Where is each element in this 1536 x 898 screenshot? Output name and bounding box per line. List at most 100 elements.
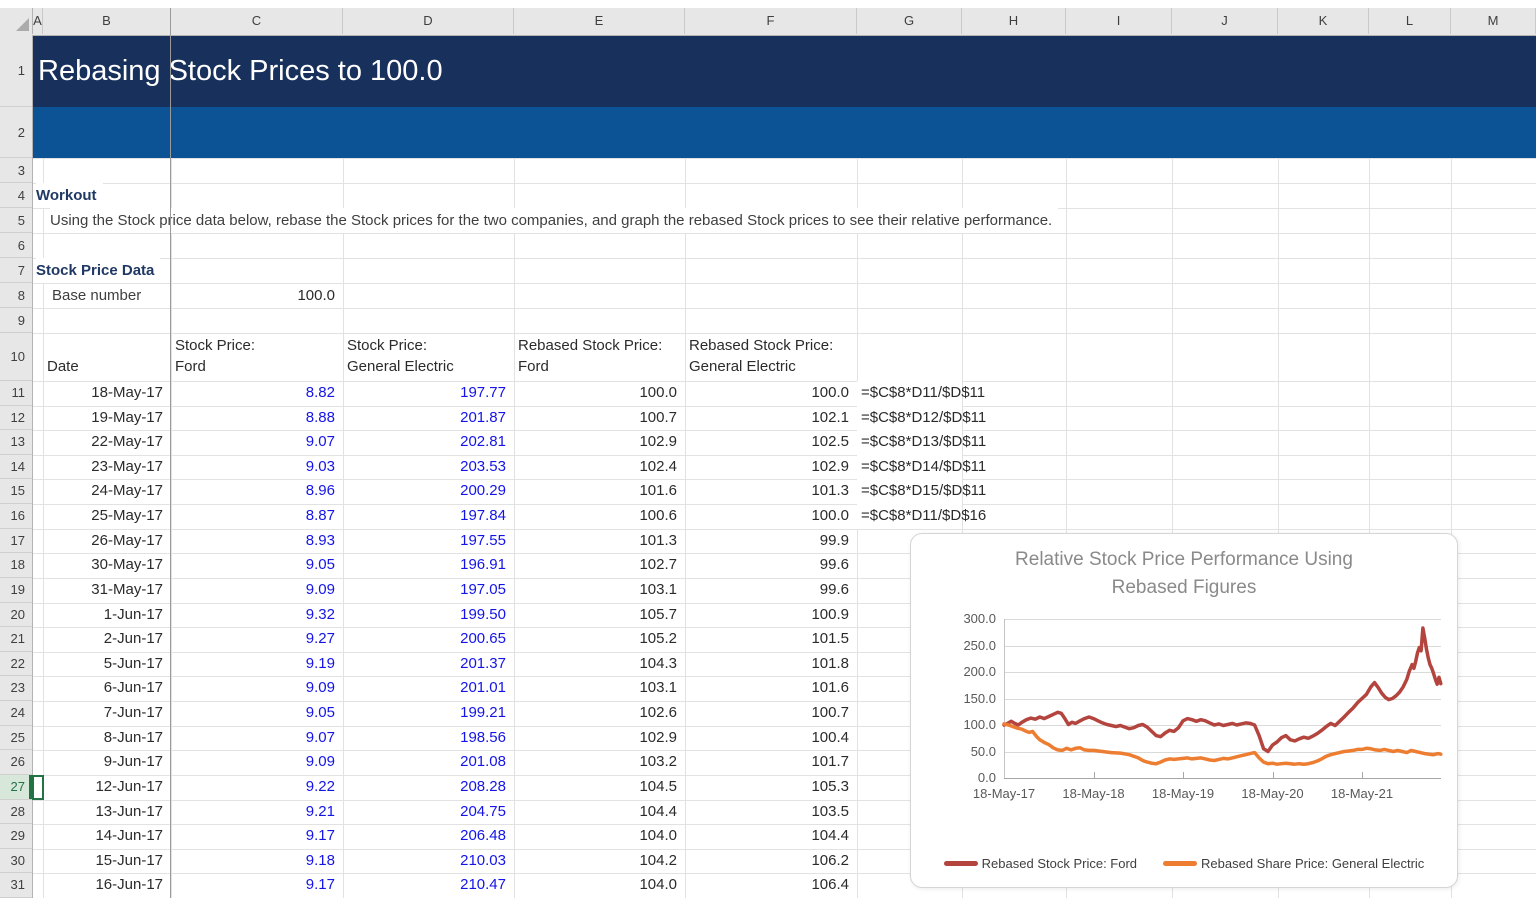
row-header-19[interactable]: 19 [0,578,32,603]
series-line-ge[interactable] [1002,722,1443,766]
formula-cell-G15[interactable]: =$C$8*D15/$D$11 [857,479,986,505]
row-header-12[interactable]: 12 [0,406,32,431]
formula-cell-G11[interactable]: =$C$8*D11/$D$11 [857,381,985,406]
active-cell-A27[interactable] [32,775,44,800]
ford-price-cell-C30[interactable]: 9.18 [305,851,335,869]
date-cell-B18[interactable]: 30-May-17 [91,556,163,574]
ge-price-cell-D23[interactable]: 201.01 [460,679,506,697]
column-header-D[interactable]: D [343,8,514,34]
row-header-21[interactable]: 21 [0,627,32,652]
date-cell-B15[interactable]: 24-May-17 [91,482,163,500]
subtitle-band-cell[interactable] [33,107,1536,158]
ford-price-cell-C26[interactable]: 9.09 [305,753,335,771]
series-line-ford[interactable] [1002,626,1443,754]
rebased-ge-cell-F12[interactable]: 102.1 [811,408,849,426]
ge-price-cell-D21[interactable]: 200.65 [460,630,506,648]
date-cell-B16[interactable]: 25-May-17 [91,507,163,525]
ford-price-cell-C27[interactable]: 9.22 [305,777,335,795]
ge-price-cell-D22[interactable]: 201.37 [460,654,506,672]
row-header-14[interactable]: 14 [0,455,32,480]
rebased-ge-cell-F25[interactable]: 100.4 [811,728,849,746]
ge-price-cell-D12[interactable]: 201.87 [460,408,506,426]
ford-price-cell-C18[interactable]: 9.05 [305,556,335,574]
row-header-6[interactable]: 6 [0,233,32,258]
date-cell-B28[interactable]: 13-Jun-17 [95,802,163,820]
rebased-ford-cell-E19[interactable]: 103.1 [639,580,677,598]
date-cell-B26[interactable]: 9-Jun-17 [103,753,163,771]
row-header-7[interactable]: 7 [0,258,32,283]
rebased-ford-cell-E26[interactable]: 103.2 [639,753,677,771]
row-header-23[interactable]: 23 [0,676,32,702]
row-header-30[interactable]: 30 [0,849,32,874]
row-header-20[interactable]: 20 [0,603,32,628]
date-cell-B19[interactable]: 31-May-17 [91,580,163,598]
rebased-ford-cell-E13[interactable]: 102.9 [639,433,677,451]
row-header-31[interactable]: 31 [0,873,32,898]
title-band-cell[interactable]: Rebasing Stock Prices to 100.0 [33,35,1536,107]
formula-cell-G13[interactable]: =$C$8*D13/$D$11 [857,430,986,455]
ford-price-cell-C14[interactable]: 9.03 [305,457,335,475]
date-cell-B31[interactable]: 16-Jun-17 [95,876,163,894]
rebased-ge-cell-F26[interactable]: 101.7 [811,753,849,771]
row-header-9[interactable]: 9 [0,308,32,333]
ge-price-cell-D26[interactable]: 201.08 [460,753,506,771]
rebased-ge-cell-F21[interactable]: 101.5 [811,630,849,648]
ge-price-cell-D15[interactable]: 200.29 [460,482,506,500]
ge-price-cell-D19[interactable]: 197.05 [460,580,506,598]
ford-price-cell-C23[interactable]: 9.09 [305,679,335,697]
rebased-ge-cell-F15[interactable]: 101.3 [811,482,849,500]
table-column-header-B[interactable]: Date [47,358,79,375]
workout-heading-cell[interactable]: Workout [36,183,103,208]
row-header-13[interactable]: 13 [0,430,32,455]
ford-price-cell-C25[interactable]: 9.07 [305,728,335,746]
rebased-ge-cell-F17[interactable]: 99.9 [819,531,849,549]
row-header-4[interactable]: 4 [0,183,32,208]
row-header-25[interactable]: 25 [0,726,32,751]
rebased-ford-cell-E17[interactable]: 101.3 [639,531,677,549]
date-cell-B25[interactable]: 8-Jun-17 [103,728,163,746]
table-column-header-D[interactable]: Stock Price: General Electric [347,337,454,375]
rebased-ford-cell-E18[interactable]: 102.7 [639,556,677,574]
ford-price-cell-C21[interactable]: 9.27 [305,630,335,648]
rebased-ford-cell-E30[interactable]: 104.2 [639,851,677,869]
rebased-ge-cell-F24[interactable]: 100.7 [811,704,849,722]
date-cell-B13[interactable]: 22-May-17 [91,433,163,451]
formula-cell-G14[interactable]: =$C$8*D14/$D$11 [857,454,986,480]
rebased-ford-cell-E21[interactable]: 105.2 [639,630,677,648]
column-header-M[interactable]: M [1451,8,1536,34]
date-cell-B20[interactable]: 1-Jun-17 [103,605,163,623]
row-header-29[interactable]: 29 [0,824,32,849]
ge-price-cell-D14[interactable]: 203.53 [460,457,506,475]
date-cell-B14[interactable]: 23-May-17 [91,457,163,475]
table-column-header-C[interactable]: Stock Price: Ford [175,337,256,375]
ford-price-cell-C31[interactable]: 9.17 [305,876,335,894]
column-header-H[interactable]: H [962,8,1066,34]
rebased-ge-cell-F23[interactable]: 101.6 [811,679,849,697]
ge-price-cell-D18[interactable]: 196.91 [460,556,506,574]
ge-price-cell-D29[interactable]: 206.48 [460,827,506,845]
select-all-corner[interactable] [0,8,33,34]
ge-price-cell-D20[interactable]: 199.50 [460,605,506,623]
ford-price-cell-C12[interactable]: 8.88 [305,408,335,426]
ge-price-cell-D25[interactable]: 198.56 [460,728,506,746]
row-header-1[interactable]: 1 [0,35,32,107]
rebased-ge-cell-F14[interactable]: 102.9 [811,457,849,475]
row-header-28[interactable]: 28 [0,800,32,825]
ford-price-cell-C17[interactable]: 8.93 [305,531,335,549]
base-number-value-cell[interactable]: 100.0 [297,287,335,304]
row-header-8[interactable]: 8 [0,283,32,308]
rebased-ford-cell-E11[interactable]: 100.0 [639,384,677,401]
date-cell-B21[interactable]: 2-Jun-17 [103,630,163,648]
rebased-ford-cell-E23[interactable]: 103.1 [639,679,677,697]
section-heading-cell[interactable]: Stock Price Data [36,258,161,283]
column-header-C[interactable]: C [171,8,343,34]
ford-price-cell-C13[interactable]: 9.07 [305,433,335,451]
column-header-I[interactable]: I [1066,8,1172,34]
rebased-ford-cell-E27[interactable]: 104.5 [639,777,677,795]
date-cell-B23[interactable]: 6-Jun-17 [103,679,163,697]
rebased-ge-cell-F31[interactable]: 106.4 [811,876,849,894]
ford-price-cell-C19[interactable]: 9.09 [305,580,335,598]
row-header-22[interactable]: 22 [0,652,32,677]
rebased-ge-cell-F28[interactable]: 103.5 [811,802,849,820]
row-header-24[interactable]: 24 [0,701,32,726]
